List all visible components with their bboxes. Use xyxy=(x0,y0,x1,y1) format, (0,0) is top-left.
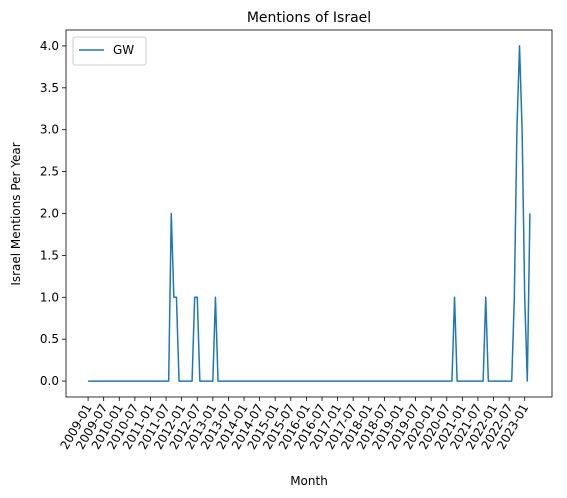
legend-label-gw: GW xyxy=(113,43,134,57)
x-axis: 2009-012009-072010-012010-072011-012011-… xyxy=(57,397,531,452)
y-tick-label: 2.0 xyxy=(40,207,59,221)
y-tick-label: 4.0 xyxy=(40,39,59,53)
legend: GW xyxy=(72,36,147,66)
y-tick-label: 2.5 xyxy=(40,165,59,179)
series-line-gw xyxy=(88,45,531,382)
y-tick-label: 3.0 xyxy=(40,123,59,137)
y-axis-label: Israel Mentions Per Year xyxy=(9,142,23,285)
y-axis: 0.0 0.5 1.0 1.5 2.0 2.5 3.0 3.5 4.0 xyxy=(40,39,66,388)
y-tick-label: 3.5 xyxy=(40,81,59,95)
plot-frame xyxy=(65,29,553,398)
plot-area xyxy=(88,45,531,382)
y-tick-label: 0.0 xyxy=(40,374,59,388)
y-tick-label: 1.0 xyxy=(40,290,59,304)
legend-box xyxy=(72,36,147,66)
y-tick-label: 1.5 xyxy=(40,248,59,262)
y-tick-label: 0.5 xyxy=(40,332,59,346)
chart-title: Mentions of Israel xyxy=(247,10,371,26)
x-axis-label: Month xyxy=(290,474,328,488)
